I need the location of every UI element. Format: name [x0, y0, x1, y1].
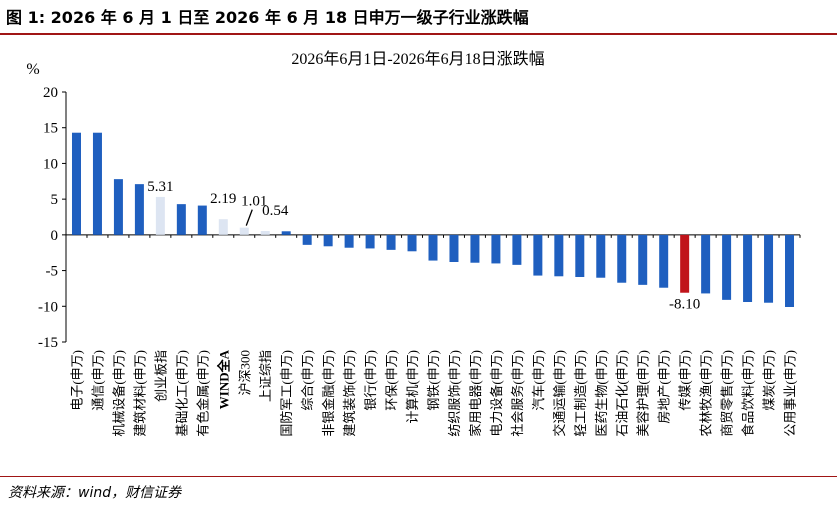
figure-title: 图 1: 2026 年 6 月 1 日至 2026 年 6 月 18 日申万一级… — [6, 8, 529, 27]
bar — [323, 234, 333, 247]
x-tick-label: 汽车(申万) — [531, 350, 546, 411]
bar — [386, 234, 396, 250]
bar — [722, 234, 732, 300]
x-tick-label: 纺织服饰(申万) — [447, 350, 462, 437]
x-tick-label: 房地产(申万) — [657, 350, 672, 424]
x-tick-label: 综合(申万) — [300, 350, 315, 411]
x-tick-label: 交通运输(申万) — [552, 350, 567, 437]
bar — [617, 234, 627, 283]
x-tick-label: 沪深300 — [237, 350, 252, 396]
x-tick-label: 机械设备(申万) — [111, 350, 126, 437]
x-tick-label: 传媒(申万) — [678, 350, 693, 411]
x-tick-label: 上证综指 — [258, 350, 273, 402]
bar — [596, 234, 606, 278]
bar — [92, 132, 102, 235]
bar — [155, 196, 165, 235]
bar — [239, 227, 249, 235]
y-tick-label: 5 — [51, 192, 59, 208]
y-tick-label: -10 — [38, 299, 58, 315]
data-label-leader — [245, 209, 253, 226]
data-labels: 5.31 2.19 1.010.54 -8.10 — [147, 179, 700, 313]
bar — [743, 234, 753, 302]
x-tick-label: 美容护理(申万) — [636, 350, 651, 437]
x-tick-label: 电子(申万) — [69, 350, 84, 411]
y-tick-label: 20 — [43, 85, 58, 101]
title-rule — [0, 33, 837, 35]
x-tick-label: 环保(申万) — [384, 350, 399, 411]
bar — [218, 219, 228, 235]
y-tick-label: 15 — [43, 121, 58, 137]
bar — [113, 179, 123, 235]
bar — [680, 234, 690, 293]
bar — [554, 234, 564, 277]
x-tick-label: 计算机(申万) — [405, 350, 420, 424]
x-tick-label: 有色金属(申万) — [195, 350, 210, 437]
x-tick-label: 通信(申万) — [90, 350, 105, 411]
bar — [764, 234, 774, 303]
bar — [134, 184, 144, 235]
bar — [449, 234, 459, 262]
bar — [470, 234, 480, 263]
x-tick-label: 农林牧渔(申万) — [699, 350, 714, 437]
x-tick-label: 社会服务(申万) — [510, 350, 525, 437]
y-tick-label: 10 — [43, 156, 58, 172]
bar — [71, 132, 81, 235]
y-tick-label: 0 — [51, 228, 59, 244]
bar — [428, 234, 438, 261]
bar — [575, 234, 585, 277]
data-label: 1.01 — [241, 194, 267, 210]
y-tick-label: -15 — [38, 335, 58, 351]
x-tick-label: 钢铁(申万) — [426, 350, 441, 411]
x-tick-label: 创业板指 — [153, 350, 168, 402]
y-tick-label: -5 — [46, 264, 59, 280]
x-tick-label: 建筑装饰(申万) — [342, 350, 357, 437]
bar — [659, 234, 669, 288]
bar — [197, 205, 207, 235]
x-tick-label: 煤炭(申万) — [762, 350, 777, 411]
source-note: 资料来源：wind，财信证券 — [8, 485, 182, 501]
x-tick-label: 食品饮料(申万) — [741, 350, 756, 437]
bar — [407, 234, 417, 252]
bar — [344, 234, 354, 248]
x-tick-label: 基础化工(申万) — [174, 350, 189, 437]
x-tick-label: 公用事业(申万) — [783, 350, 798, 437]
x-tick-label: 商贸零售(申万) — [720, 350, 735, 437]
data-label: 0.54 — [262, 203, 289, 219]
bar — [302, 234, 312, 245]
bar — [260, 231, 270, 235]
bar — [701, 234, 711, 294]
bars — [71, 132, 801, 307]
bar — [785, 234, 795, 307]
x-tick-label: 国防军工(申万) — [279, 350, 294, 437]
x-tick-label: 建筑材料(申万) — [132, 350, 147, 437]
x-tick-label: 轻工制造(申万) — [573, 350, 588, 437]
x-tick-label: 石油石化(申万) — [615, 350, 630, 437]
bar — [512, 234, 522, 265]
data-label: 2.19 — [210, 191, 236, 207]
x-tick-label: 银行(申万) — [363, 350, 378, 411]
y-axis-unit: % — [26, 61, 39, 78]
bar — [533, 234, 543, 276]
data-label: 5.31 — [147, 179, 173, 195]
x-axis-labels: 电子(申万) 通信(申万) 机械设备(申万) 建筑材料(申万) 创业板指 基础化工(申万)… — [69, 349, 797, 436]
x-tick-label: 电力设备(申万) — [489, 350, 504, 437]
x-tick-label: 非银金融(申万) — [321, 350, 336, 437]
bar — [638, 234, 648, 285]
chart-title: 2026年6月1日-2026年6月18日涨跌幅 — [291, 50, 544, 68]
bar — [281, 231, 291, 235]
bar — [491, 234, 501, 264]
y-axis: 20 15 10 5 0 -5 -10 -15 — [38, 85, 800, 351]
x-tick-label: 医药生物(申万) — [594, 350, 609, 437]
bar — [365, 234, 375, 249]
x-tick-label: WIND全A — [216, 349, 231, 409]
bar — [176, 204, 186, 235]
footer-rule — [0, 476, 837, 477]
x-tick-label: 家用电器(申万) — [468, 350, 483, 437]
data-label: -8.10 — [669, 297, 700, 313]
